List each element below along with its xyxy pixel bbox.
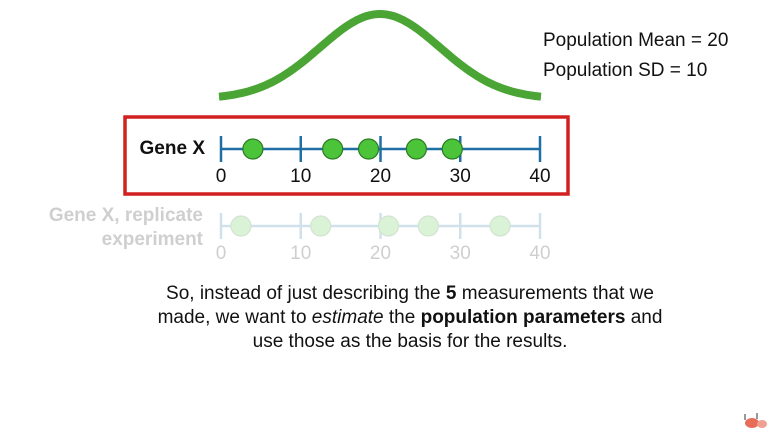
gene-x-tick-label: 10: [290, 166, 311, 187]
replicate-measurement-dot: [417, 215, 439, 237]
replicate-number-line: 0 10 20 30 40: [216, 213, 551, 264]
gene-x-measurement-dot: [357, 138, 380, 160]
gene-x-measurement-dot: [242, 138, 264, 160]
caption-text: So, instead of just describing the 5 mea…: [150, 282, 670, 354]
gene-x-tick-label: 0: [216, 166, 227, 187]
replicate-measurement-dot: [377, 215, 400, 237]
caption-bold-parameters: population parameters: [420, 307, 626, 328]
caption-part: measurements that we made, we want to: [157, 283, 654, 328]
replicate-tick-label: 20: [370, 243, 391, 264]
caption-bold-count: 5: [445, 283, 457, 304]
population-distribution-curve: [218, 10, 542, 101]
replicate-tick-label: 40: [529, 243, 550, 264]
gene-x-measurement-dot: [322, 138, 344, 160]
replicate-tick-label: 10: [290, 243, 311, 264]
replicate-label-line1: Gene X, replicate: [49, 205, 203, 226]
population-mean-text: Population Mean = 20: [543, 30, 729, 51]
gene-x-number-line: 0 10 20 30 40: [216, 136, 551, 187]
gene-x-tick-label: 20: [370, 166, 391, 187]
caption-part: So, instead of just describing the: [166, 283, 446, 304]
replicate-tick-label: 0: [216, 243, 227, 264]
highlight-box: [123, 115, 570, 196]
logo-icon: [744, 413, 767, 428]
population-sd-text: Population SD = 10: [543, 60, 708, 81]
caption-italic-estimate: estimate: [311, 307, 384, 328]
replicate-measurement-dot: [489, 215, 511, 237]
gene-x-tick-label: 30: [450, 166, 471, 187]
gene-x-measurement-dot: [405, 138, 427, 160]
replicate-measurement-dot: [310, 215, 332, 237]
gene-x-label: Gene X: [140, 138, 206, 159]
population-stats: Population Mean = 20 Population SD = 10: [543, 26, 728, 86]
replicate-label-line2: experiment: [102, 229, 204, 250]
replicate-measurement-dot: [230, 215, 252, 237]
caption-part: and use those as the basis for the resul…: [252, 307, 663, 352]
caption-part: the: [383, 307, 421, 328]
replicate-tick-label: 30: [450, 243, 471, 264]
gene-x-tick-label: 40: [529, 166, 550, 187]
gene-x-measurement-dot: [441, 138, 463, 160]
